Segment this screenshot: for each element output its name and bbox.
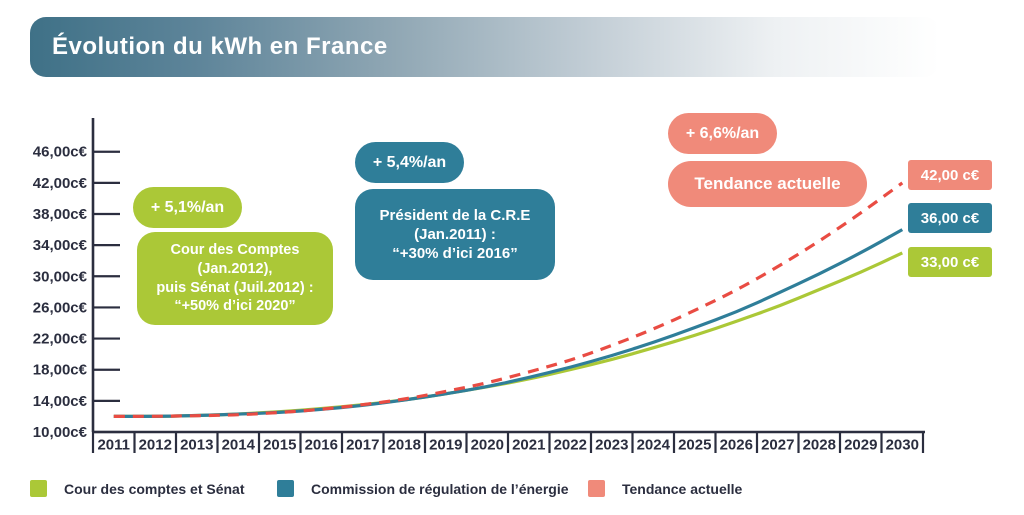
legend-item-cour: Cour des comptes et Sénat bbox=[30, 480, 245, 497]
legend-swatch-tendance bbox=[588, 480, 605, 497]
end-value-tendance: 42,00 c€ bbox=[908, 160, 992, 190]
year-label: 2027 bbox=[761, 437, 794, 454]
y-tick-label: 18,00c€ bbox=[33, 362, 88, 379]
y-tick-label: 22,00c€ bbox=[33, 331, 88, 348]
y-tick-label: 26,00c€ bbox=[33, 299, 88, 316]
year-label: 2023 bbox=[595, 437, 628, 454]
y-tick-label: 42,00c€ bbox=[33, 175, 88, 192]
year-label: 2011 bbox=[97, 437, 130, 454]
legend-label-cour: Cour des comptes et Sénat bbox=[64, 480, 245, 497]
annotation-rate-tendance: + 6,6%/an bbox=[668, 113, 777, 154]
annotation-note-tendance: Tendance actuelle bbox=[668, 161, 867, 207]
end-value-cour: 33,00 c€ bbox=[908, 247, 992, 277]
annotation-note-cre: Président de la C.R.E (Jan.2011) : “+30%… bbox=[355, 189, 555, 280]
y-tick-label: 14,00c€ bbox=[33, 393, 88, 410]
y-tick-label: 38,00c€ bbox=[33, 206, 88, 223]
y-tick-label: 46,00c€ bbox=[33, 144, 88, 161]
year-label: 2019 bbox=[429, 437, 462, 454]
y-tick-label: 34,00c€ bbox=[33, 237, 88, 254]
legend-item-tendance: Tendance actuelle bbox=[588, 480, 742, 497]
page-title: Évolution du kWh en France bbox=[52, 33, 388, 60]
year-label: 2016 bbox=[305, 437, 338, 454]
legend-swatch-cre bbox=[277, 480, 294, 497]
end-value-cre: 36,00 c€ bbox=[908, 203, 992, 233]
year-label: 2029 bbox=[844, 437, 877, 454]
year-label: 2026 bbox=[720, 437, 753, 454]
title-bar: Évolution du kWh en France bbox=[30, 17, 940, 77]
curve-1 bbox=[113, 228, 904, 418]
year-label: 2030 bbox=[886, 437, 919, 454]
legend-swatch-cour bbox=[30, 480, 47, 497]
curve-2 bbox=[113, 181, 904, 418]
y-tick-label: 10,00c€ bbox=[33, 424, 88, 441]
annotation-rate-cre: + 5,4%/an bbox=[355, 142, 464, 183]
legend-item-cre: Commission de régulation de l’énergie bbox=[277, 480, 569, 497]
year-label: 2013 bbox=[180, 437, 213, 454]
legend-label-cre: Commission de régulation de l’énergie bbox=[311, 480, 569, 497]
legend-label-tendance: Tendance actuelle bbox=[622, 480, 743, 497]
annotation-rate-cour: + 5,1%/an bbox=[133, 187, 242, 228]
year-label: 2025 bbox=[678, 437, 711, 454]
year-label: 2014 bbox=[222, 437, 256, 454]
year-label: 2015 bbox=[263, 437, 296, 454]
year-label: 2021 bbox=[512, 437, 545, 454]
year-label: 2018 bbox=[388, 437, 421, 454]
year-label: 2028 bbox=[803, 437, 836, 454]
year-label: 2017 bbox=[346, 437, 379, 454]
year-label: 2020 bbox=[471, 437, 504, 454]
year-label: 2012 bbox=[139, 437, 172, 454]
year-label: 2024 bbox=[637, 437, 671, 454]
y-tick-label: 30,00c€ bbox=[33, 268, 88, 285]
annotation-note-cour: Cour des Comptes (Jan.2012), puis Sénat … bbox=[137, 232, 333, 325]
year-label: 2022 bbox=[554, 437, 587, 454]
